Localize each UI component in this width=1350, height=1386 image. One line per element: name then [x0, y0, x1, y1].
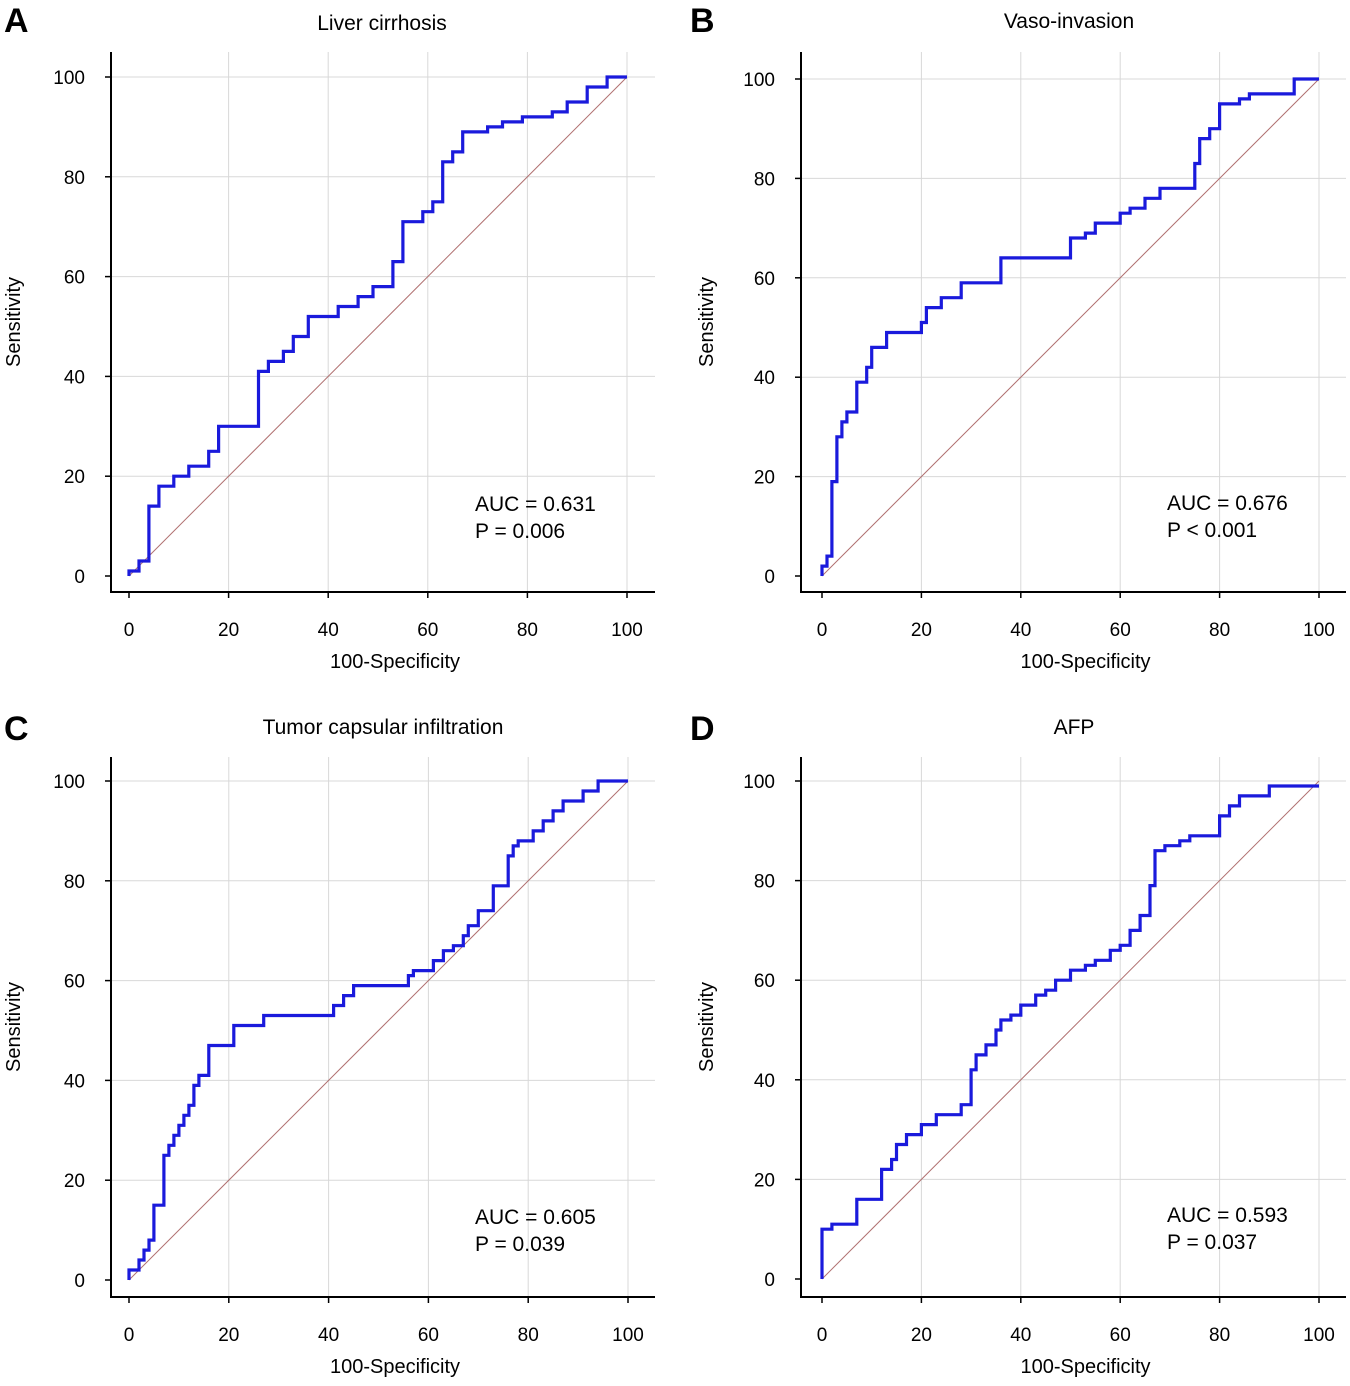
roc-panel-b: B Vaso-invasion 0 20 40 60 80 100 0 20 40 60 80 100 10… — [690, 2, 1346, 673]
y-tick-label: 20 — [64, 467, 85, 488]
chart-title: Vaso-invasion — [1004, 10, 1134, 33]
auc-label: AUC = 0.605 — [475, 1206, 596, 1229]
axes-frame — [110, 52, 655, 593]
panel-letter: B — [690, 2, 715, 40]
x-tick-label: 100 — [612, 1325, 644, 1346]
x-tick-label: 60 — [418, 1325, 439, 1346]
y-tick-label: 100 — [743, 70, 775, 91]
x-tick-label: 0 — [124, 1325, 135, 1346]
p-value-label: P = 0.039 — [475, 1233, 565, 1256]
x-tick-label: 0 — [124, 620, 135, 641]
x-tick-label: 40 — [318, 620, 339, 641]
reference-diagonal — [821, 780, 1320, 1280]
y-axis-title: Sensitivity — [696, 277, 718, 367]
auc-label: AUC = 0.631 — [475, 493, 596, 516]
y-tick-label: 80 — [754, 169, 775, 190]
roc-panel-d: D AFP 0 20 40 60 80 100 0 20 40 60 80 100 100-Specific… — [690, 710, 1346, 1378]
x-tick-label: 40 — [318, 1325, 339, 1346]
x-axis-title: 100-Specificity — [1020, 651, 1150, 673]
x-tick-label: 0 — [817, 1325, 828, 1346]
y-tick-label: 100 — [53, 68, 85, 89]
x-tick-label: 60 — [1110, 1325, 1131, 1346]
reference-diagonal — [821, 78, 1320, 577]
auc-label: AUC = 0.593 — [1167, 1204, 1288, 1227]
y-tick-label: 40 — [754, 368, 775, 389]
x-tick-label: 80 — [1209, 1325, 1230, 1346]
y-tick-label: 60 — [64, 268, 85, 289]
x-axis-title: 100-Specificity — [1020, 1356, 1150, 1378]
x-axis-title: 100-Specificity — [330, 651, 460, 673]
chart-title: Liver cirrhosis — [317, 12, 447, 35]
x-tick-label: 0 — [817, 620, 828, 641]
roc-panel-a: A Liver cirrhosis 0 20 40 60 80 100 0 20 40 60 80 100… — [3, 2, 655, 673]
x-tick-label: 80 — [1209, 620, 1230, 641]
x-tick-label: 100 — [1303, 1325, 1335, 1346]
y-tick-label: 100 — [743, 772, 775, 793]
y-tick-label: 80 — [754, 872, 775, 893]
reference-diagonal — [128, 780, 629, 1281]
auc-label: AUC = 0.676 — [1167, 492, 1288, 515]
panel-letter: A — [4, 2, 29, 40]
p-value-label: P = 0.006 — [475, 520, 565, 543]
axes-frame — [800, 757, 1346, 1298]
y-tick-label: 60 — [754, 269, 775, 290]
y-tick-label: 60 — [754, 971, 775, 992]
roc-curve-line — [127, 779, 628, 1280]
y-tick-label: 80 — [64, 872, 85, 893]
y-tick-label: 40 — [64, 1071, 85, 1092]
x-tick-label: 60 — [417, 620, 438, 641]
x-tick-label: 20 — [911, 1325, 932, 1346]
panel-letter: D — [690, 710, 715, 748]
x-tick-label: 20 — [218, 1325, 239, 1346]
chart-title: Tumor capsular infiltration — [263, 716, 504, 739]
x-tick-label: 20 — [218, 620, 239, 641]
p-value-label: P = 0.037 — [1167, 1231, 1257, 1254]
y-tick-label: 20 — [64, 1171, 85, 1192]
x-tick-label: 20 — [911, 620, 932, 641]
y-axis-title: Sensitivity — [3, 277, 25, 367]
y-tick-label: 40 — [754, 1071, 775, 1092]
x-tick-label: 80 — [517, 620, 538, 641]
reference-diagonal — [128, 76, 628, 577]
axes-frame — [110, 757, 655, 1298]
y-axis-title: Sensitivity — [696, 982, 718, 1072]
y-tick-label: 60 — [64, 972, 85, 993]
roc-curve-line — [820, 784, 1319, 1279]
x-tick-label: 100 — [1303, 620, 1335, 641]
x-tick-label: 40 — [1010, 1325, 1031, 1346]
roc-panel-c: C Tumor capsular infiltration 0 20 40 60 80 100… — [3, 710, 655, 1378]
chart-title: AFP — [1054, 716, 1095, 739]
y-axis-title: Sensitivity — [3, 982, 25, 1072]
x-tick-label: 40 — [1010, 620, 1031, 641]
y-tick-label: 100 — [53, 772, 85, 793]
y-tick-label: 0 — [764, 567, 775, 588]
y-tick-label: 80 — [64, 168, 85, 189]
y-tick-label: 0 — [74, 1271, 85, 1292]
x-tick-label: 60 — [1110, 620, 1131, 641]
panel-letter: C — [4, 710, 29, 748]
roc-curve-line — [127, 75, 627, 576]
p-value-label: P < 0.001 — [1167, 519, 1257, 542]
y-tick-label: 0 — [764, 1270, 775, 1291]
y-tick-label: 20 — [754, 468, 775, 489]
x-axis-title: 100-Specificity — [330, 1356, 460, 1378]
y-tick-label: 20 — [754, 1170, 775, 1191]
x-tick-label: 100 — [611, 620, 643, 641]
y-tick-label: 40 — [64, 367, 85, 388]
x-tick-label: 80 — [518, 1325, 539, 1346]
roc-curve-line — [820, 77, 1319, 576]
y-tick-label: 0 — [74, 567, 85, 588]
axes-frame — [800, 52, 1346, 593]
